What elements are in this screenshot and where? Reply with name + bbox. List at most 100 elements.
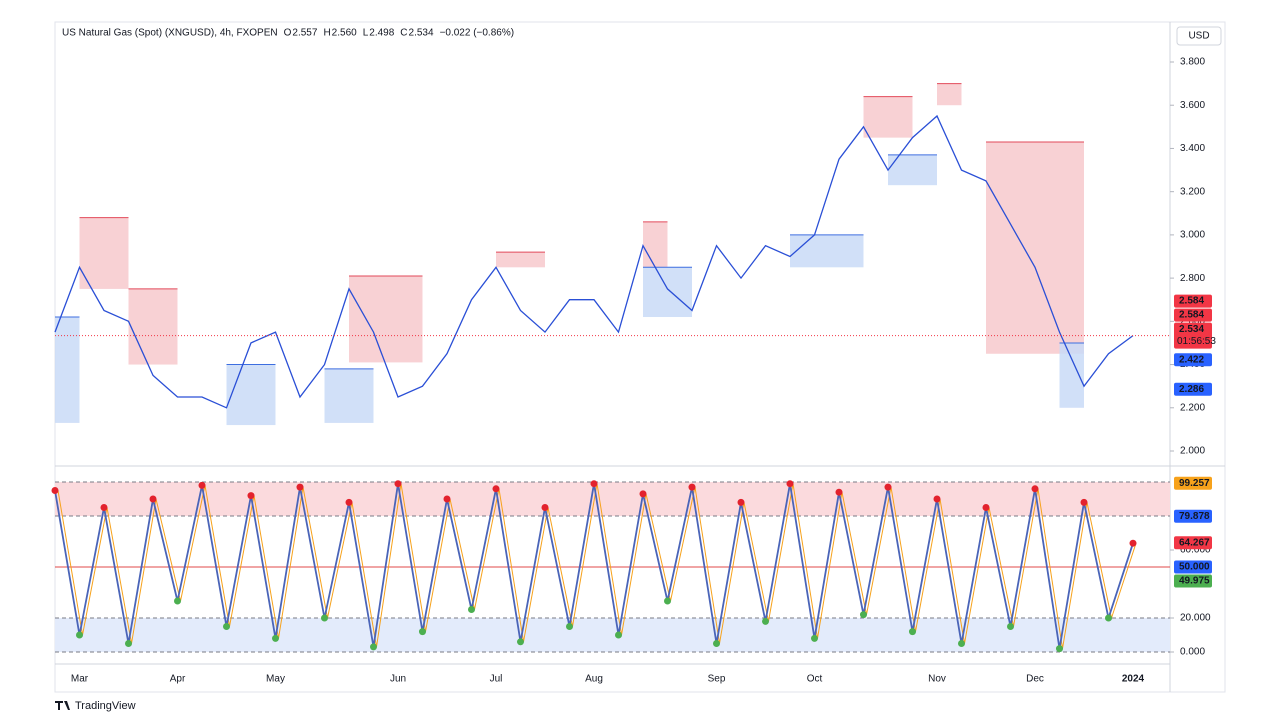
y-tick-label: 3.400 <box>1180 143 1205 154</box>
price-label-box <box>1174 294 1212 308</box>
price-label-box <box>1174 322 1212 349</box>
signal-dot <box>1129 539 1137 547</box>
signal-dot <box>664 597 671 605</box>
signal-dot <box>909 628 916 636</box>
ohlc-label: H <box>323 28 330 39</box>
ohlc-value: 2.498 <box>369 28 394 39</box>
zone <box>1059 342 1084 408</box>
price-change: −0.022 (−0.86%) <box>440 28 515 39</box>
zone <box>55 317 80 423</box>
x-tick-label: Dec <box>1026 674 1044 685</box>
y-tick-label: 3.000 <box>1180 230 1205 241</box>
value-label: 64.267 <box>1179 537 1210 548</box>
zone <box>986 141 1084 354</box>
signal-dot <box>1080 498 1088 506</box>
ohlc-label: L <box>363 28 369 39</box>
signal-dot <box>982 504 990 511</box>
countdown: 01:56:53 <box>1177 336 1216 347</box>
price-label-box <box>1174 308 1212 322</box>
price-label: 2.584 <box>1179 296 1204 307</box>
zone <box>790 234 864 268</box>
signal-dot <box>1105 614 1112 622</box>
ohlc-label: O <box>284 28 292 39</box>
value-label-box <box>1174 476 1212 490</box>
y-tick-label: 3.800 <box>1180 57 1205 68</box>
signal-dot <box>713 640 720 647</box>
x-tick-label: May <box>266 674 285 685</box>
x-tick-label: Nov <box>928 674 946 685</box>
signal-dot <box>762 617 769 625</box>
price-label: 2.534 <box>1179 324 1204 335</box>
signal-dot <box>1031 485 1039 493</box>
brand: TradingView <box>75 700 136 712</box>
ohlc-label: C <box>400 28 407 39</box>
y-tick-label: 2.800 <box>1180 273 1205 284</box>
signal-dot <box>958 640 965 647</box>
currency-button[interactable] <box>1176 26 1222 46</box>
ohlc-value: 2.557 <box>292 28 317 39</box>
signal-dot <box>1056 645 1063 653</box>
brand-logo <box>55 701 70 710</box>
y-tick-label: 2.200 <box>1180 402 1205 413</box>
signal-dot <box>370 643 377 651</box>
signal-dot <box>247 492 255 500</box>
signal-dot <box>517 638 524 646</box>
signal-dot <box>125 640 132 647</box>
zone <box>349 275 423 363</box>
value-label: 49.975 <box>1179 576 1210 587</box>
signal-dot <box>1007 623 1014 630</box>
zone <box>863 96 913 138</box>
signal-dot <box>443 495 451 503</box>
signal-dot <box>541 504 549 511</box>
value-label-box <box>1174 574 1212 588</box>
header: US Natural Gas (Spot) (XNGUSD), 4h, FXOP… <box>62 28 514 39</box>
y-tick-label: 20.000 <box>1180 613 1211 624</box>
signal-dot <box>198 481 206 489</box>
band <box>55 618 1170 652</box>
signal-dot <box>272 634 279 642</box>
signal-dot <box>492 485 500 493</box>
zone <box>937 83 962 106</box>
zone <box>79 217 129 289</box>
y-tick-label: 0.000 <box>1180 647 1205 658</box>
value-label: 50.000 <box>1179 562 1210 573</box>
signal-dot <box>688 483 696 491</box>
signal-dot <box>174 597 181 605</box>
x-tick-label: Oct <box>807 674 823 685</box>
signal-dot <box>786 480 794 488</box>
zone <box>128 288 178 365</box>
signal-dot <box>590 480 598 488</box>
zone <box>496 252 545 268</box>
currency[interactable]: USD <box>1188 31 1209 42</box>
zone <box>226 364 276 426</box>
ohlc-value: 2.534 <box>409 28 434 39</box>
value-label: 79.878 <box>1179 511 1210 522</box>
signal-dot <box>394 480 402 488</box>
value-label-box <box>1174 509 1212 523</box>
signal-dot <box>223 623 230 630</box>
signal-dot <box>51 487 59 494</box>
x-tick-label: Mar <box>71 674 89 685</box>
value-label-box <box>1174 536 1212 550</box>
signal-dot <box>566 623 573 630</box>
signal-dot <box>835 488 843 496</box>
signal-dot <box>76 631 83 639</box>
price-label: 2.286 <box>1179 384 1204 395</box>
price-label: 2.422 <box>1179 354 1204 365</box>
signal-dot <box>615 631 622 639</box>
signal-dot <box>884 483 892 491</box>
price-label-box <box>1174 382 1212 396</box>
signal-dot <box>468 606 475 613</box>
signal-dot <box>737 498 745 506</box>
x-tick-label: Apr <box>170 674 186 685</box>
x-tick-label: Jun <box>390 674 406 685</box>
signal-dot <box>149 495 157 503</box>
zone <box>324 368 374 423</box>
x-tick-label: Jul <box>490 674 503 685</box>
zone <box>643 221 668 268</box>
signal-dot <box>345 498 353 506</box>
signal-dot <box>321 614 328 622</box>
symbol-title: US Natural Gas (Spot) (XNGUSD), 4h, FXOP… <box>62 28 278 39</box>
